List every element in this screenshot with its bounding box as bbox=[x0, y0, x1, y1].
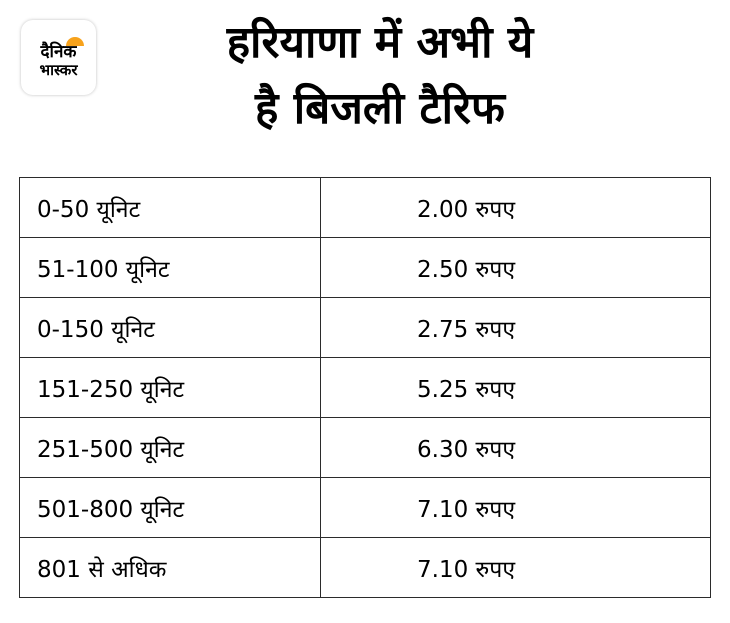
rate-cell: 2.50 रुपए bbox=[320, 237, 711, 298]
tariff-table: 0-50 यूनिट 2.00 रुपए 51-100 यूनिट 2.50 र… bbox=[19, 177, 711, 598]
units-cell: 151-250 यूनिट bbox=[19, 357, 321, 418]
rate-cell: 7.10 रुपए bbox=[320, 537, 711, 598]
units-cell: 251-500 यूनिट bbox=[19, 417, 321, 478]
units-cell: 0-50 यूनिट bbox=[19, 177, 321, 238]
logo-text-line1: दैनिक bbox=[40, 42, 77, 62]
rate-cell: 6.30 रुपए bbox=[320, 417, 711, 478]
table-row: 801 से अधिक 7.10 रुपए bbox=[19, 537, 711, 598]
table-row: 0-50 यूनिट 2.00 रुपए bbox=[19, 177, 711, 238]
title-line2: है बिजली टैरिफ bbox=[255, 83, 505, 134]
rate-cell: 7.10 रुपए bbox=[320, 477, 711, 538]
page-title: हरियाणा में अभी ये है बिजली टैरिफ bbox=[100, 10, 660, 142]
sun-icon bbox=[65, 37, 84, 46]
units-cell: 51-100 यूनिट bbox=[19, 237, 321, 298]
table-row: 251-500 यूनिट 6.30 रुपए bbox=[19, 417, 711, 478]
rate-cell: 2.75 रुपए bbox=[320, 297, 711, 358]
rate-cell: 2.00 रुपए bbox=[320, 177, 711, 238]
logo-text-line2: भास्कर bbox=[39, 61, 78, 79]
rate-cell: 5.25 रुपए bbox=[320, 357, 711, 418]
table-row: 51-100 यूनिट 2.50 रुपए bbox=[19, 237, 711, 298]
units-cell: 501-800 यूनिट bbox=[19, 477, 321, 538]
table-row: 151-250 यूनिट 5.25 रुपए bbox=[19, 357, 711, 418]
table-row: 501-800 यूनिट 7.10 रुपए bbox=[19, 477, 711, 538]
units-cell: 0-150 यूनिट bbox=[19, 297, 321, 358]
title-line1: हरियाणा में अभी ये bbox=[226, 17, 534, 68]
dainik-bhaskar-logo: दैनिक भास्कर bbox=[21, 20, 96, 95]
table-row: 0-150 यूनिट 2.75 रुपए bbox=[19, 297, 711, 358]
units-cell: 801 से अधिक bbox=[19, 537, 321, 598]
